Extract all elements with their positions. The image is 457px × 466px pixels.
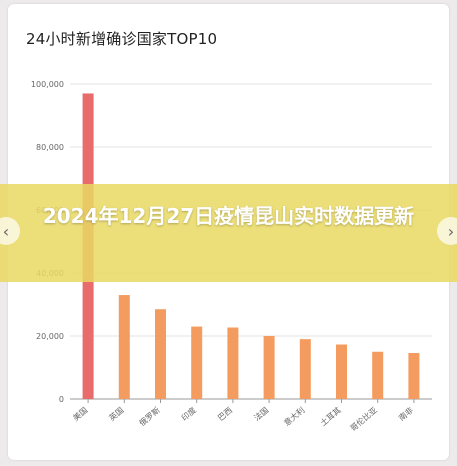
- x-tick-label: 印度: [179, 405, 198, 423]
- prev-slide-button[interactable]: ‹: [0, 217, 20, 245]
- headline-banner: 2024年12月27日疫情昆山实时数据更新: [0, 184, 457, 282]
- x-tick-label: 法国: [252, 405, 271, 423]
- bar: [408, 353, 420, 399]
- chart-title: 24小时新增确诊国家TOP10: [26, 30, 218, 48]
- x-tick-label: 南非: [397, 405, 416, 423]
- bar: [372, 351, 384, 399]
- x-tick-label: 意大利: [282, 405, 307, 428]
- chevron-right-icon: ›: [447, 221, 455, 241]
- bar: [191, 326, 203, 399]
- chevron-left-icon: ‹: [2, 221, 10, 241]
- y-tick-label: 0: [59, 395, 64, 404]
- y-tick-label: 80,000: [36, 143, 64, 152]
- bar: [263, 336, 275, 399]
- y-tick-label: 20,000: [36, 332, 64, 341]
- bar: [118, 295, 130, 399]
- x-tick-label: 哥伦比亚: [348, 405, 379, 433]
- bar: [299, 339, 311, 399]
- x-tick-label: 英国: [107, 405, 126, 423]
- x-tick-label: 土耳其: [318, 405, 343, 428]
- x-tick-label: 巴西: [216, 406, 234, 423]
- x-tick-label: 美国: [71, 405, 90, 423]
- bar: [336, 344, 347, 399]
- y-tick-label: 100,000: [31, 80, 64, 89]
- x-tick-label: 俄罗斯: [137, 405, 162, 428]
- bar: [155, 309, 166, 399]
- next-slide-button[interactable]: ›: [437, 217, 457, 245]
- bar: [227, 327, 239, 399]
- headline-text: 2024年12月27日疫情昆山实时数据更新: [42, 204, 415, 228]
